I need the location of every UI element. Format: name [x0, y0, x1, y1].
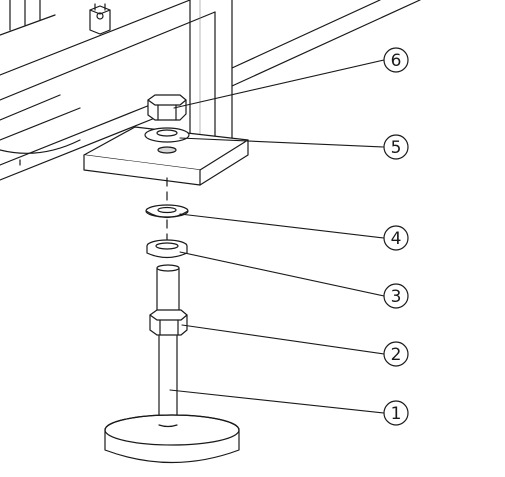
- callout-label-2: 2: [391, 345, 402, 365]
- callout-circle-1: [383, 400, 409, 426]
- callout-label-4: 4: [391, 229, 402, 249]
- foot-assembly: [104, 264, 240, 464]
- callout-labels: 6 5 4 3 2 1: [391, 51, 402, 424]
- leader-line-1: [169, 389, 385, 414]
- leader-line-6: [173, 59, 385, 109]
- callout-label-6: 6: [391, 51, 402, 71]
- callout-circles: [383, 47, 409, 426]
- leader-lines: [169, 59, 385, 414]
- callout-label-3: 3: [391, 287, 402, 307]
- leader-line-5: [179, 137, 385, 148]
- spherical-washer: [145, 204, 189, 219]
- callout-circle-4: [383, 225, 409, 251]
- frame-structure: [0, 0, 421, 181]
- leader-line-4: [179, 213, 385, 239]
- plain-washer: [146, 239, 188, 259]
- callout-circle-6: [383, 47, 409, 73]
- leader-line-2: [181, 324, 385, 355]
- flat-washer: [144, 127, 190, 154]
- callout-label-5: 5: [391, 138, 402, 158]
- callout-circle-3: [383, 283, 409, 309]
- callout-label-1: 1: [391, 404, 402, 424]
- leader-line-3: [179, 251, 385, 297]
- callout-circle-2: [383, 341, 409, 367]
- callout-circle-5: [383, 134, 409, 160]
- top-hex-nut: [147, 94, 187, 121]
